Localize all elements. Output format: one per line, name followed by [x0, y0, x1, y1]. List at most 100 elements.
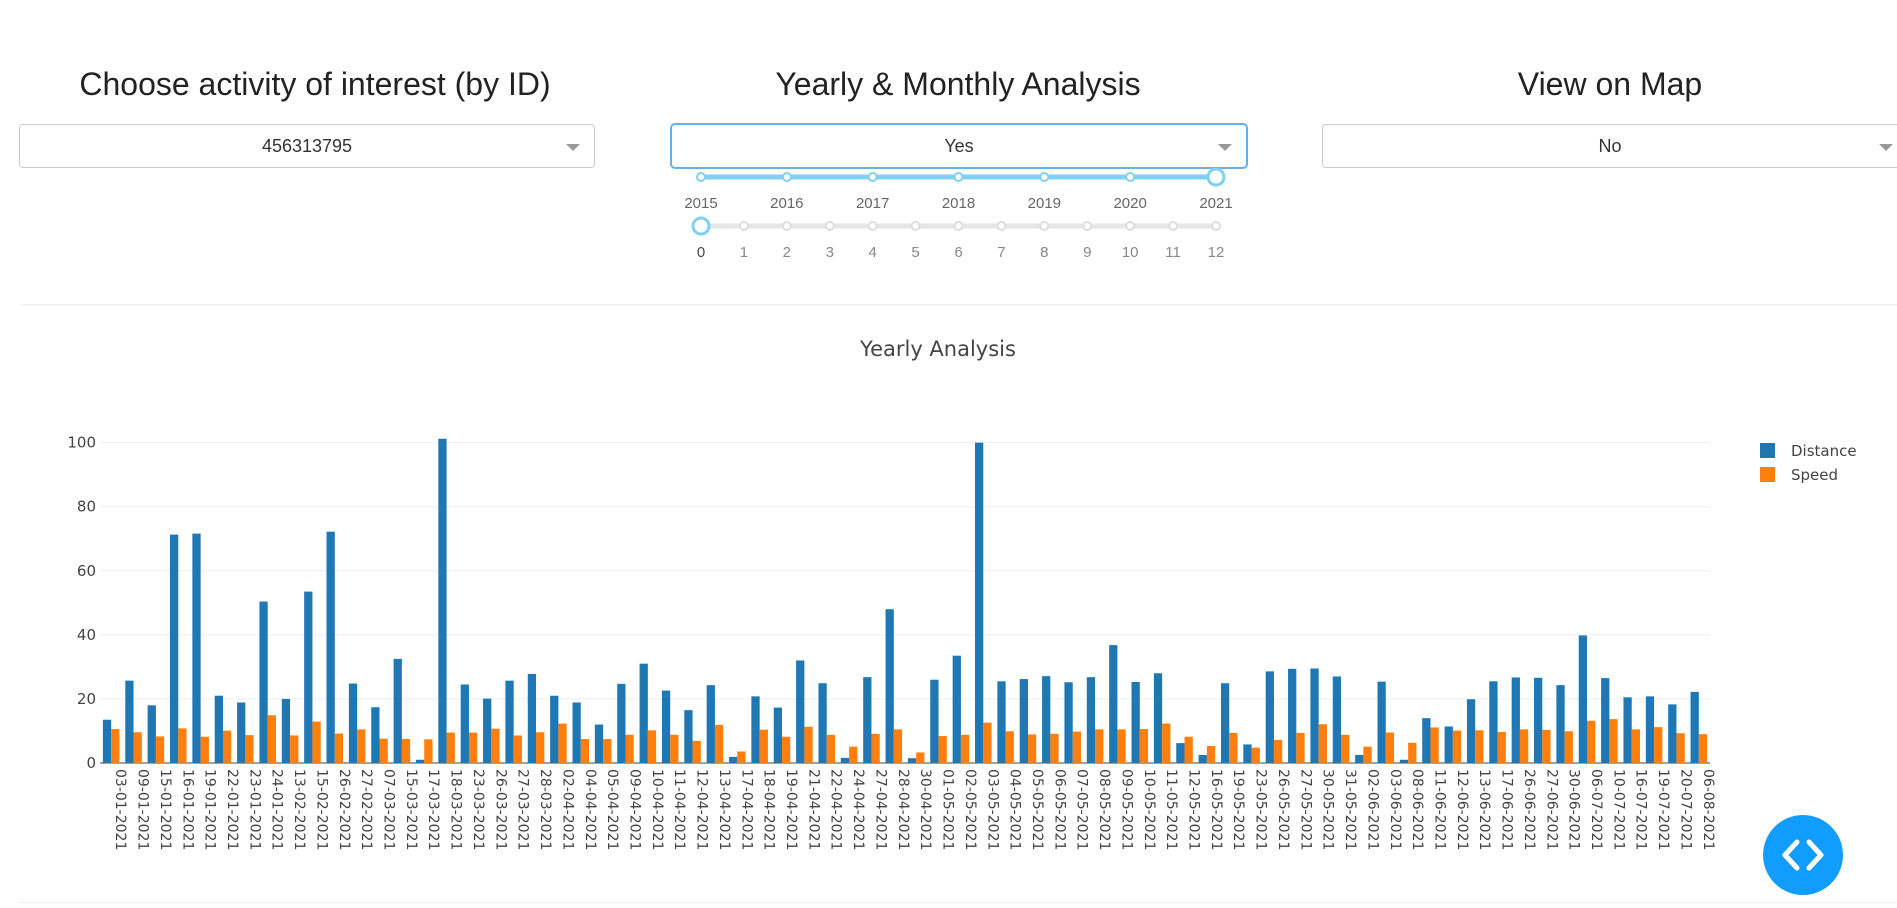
distance-bar[interactable]	[707, 685, 715, 763]
distance-bar[interactable]	[304, 592, 312, 763]
distance-bar[interactable]	[1422, 718, 1430, 763]
distance-bar[interactable]	[1199, 755, 1207, 763]
legend-speed-swatch[interactable]	[1760, 467, 1775, 482]
speed-bar[interactable]	[290, 735, 298, 763]
speed-bar[interactable]	[1498, 732, 1506, 763]
speed-bar[interactable]	[1565, 731, 1573, 763]
distance-bar[interactable]	[438, 439, 446, 763]
speed-bar[interactable]	[1207, 746, 1215, 763]
speed-bar[interactable]	[424, 739, 432, 763]
speed-bar[interactable]	[491, 729, 499, 763]
distance-bar[interactable]	[1355, 755, 1363, 763]
year-slider-dot[interactable]	[697, 173, 705, 181]
distance-bar[interactable]	[461, 685, 469, 763]
speed-bar[interactable]	[961, 735, 969, 763]
distance-bar[interactable]	[1646, 696, 1654, 763]
month-slider-dot[interactable]	[912, 222, 920, 230]
distance-bar[interactable]	[1512, 677, 1520, 763]
distance-bar[interactable]	[863, 677, 871, 763]
speed-bar[interactable]	[1520, 729, 1528, 763]
distance-bar[interactable]	[1333, 676, 1341, 763]
speed-bar[interactable]	[402, 739, 410, 763]
distance-bar[interactable]	[349, 684, 357, 763]
distance-bar[interactable]	[103, 720, 111, 763]
legend-distance-swatch[interactable]	[1760, 443, 1775, 458]
month-slider-dot[interactable]	[1169, 222, 1177, 230]
speed-bar[interactable]	[447, 733, 455, 763]
month-slider-dot[interactable]	[1083, 222, 1091, 230]
distance-bar[interactable]	[908, 758, 916, 763]
speed-bar[interactable]	[737, 751, 745, 763]
distance-bar[interactable]	[953, 656, 961, 763]
distance-bar[interactable]	[1668, 704, 1676, 763]
distance-bar[interactable]	[327, 532, 335, 763]
distance-bar[interactable]	[1042, 676, 1050, 763]
distance-bar[interactable]	[975, 443, 983, 763]
distance-bar[interactable]	[662, 691, 670, 763]
speed-bar[interactable]	[1140, 729, 1148, 763]
distance-bar[interactable]	[818, 683, 826, 763]
speed-bar[interactable]	[603, 739, 611, 763]
speed-bar[interactable]	[1341, 735, 1349, 763]
month-slider-dot[interactable]	[869, 222, 877, 230]
speed-bar[interactable]	[1475, 730, 1483, 763]
speed-bar[interactable]	[1386, 733, 1394, 763]
speed-bar[interactable]	[1408, 743, 1416, 763]
month-slider-dot[interactable]	[826, 222, 834, 230]
month-slider-handle[interactable]	[693, 218, 709, 234]
speed-bar[interactable]	[1050, 734, 1058, 763]
speed-bar[interactable]	[1117, 729, 1125, 763]
speed-bar[interactable]	[849, 747, 857, 763]
speed-bar[interactable]	[871, 734, 879, 763]
month-slider-dot[interactable]	[955, 222, 963, 230]
speed-bar[interactable]	[469, 733, 477, 763]
speed-bar[interactable]	[558, 724, 566, 763]
month-slider-dot[interactable]	[740, 222, 748, 230]
speed-bar[interactable]	[1632, 729, 1640, 763]
speed-bar[interactable]	[1363, 747, 1371, 763]
distance-bar[interactable]	[1221, 683, 1229, 763]
speed-bar[interactable]	[156, 736, 164, 763]
speed-bar[interactable]	[514, 735, 522, 763]
speed-bar[interactable]	[782, 737, 790, 763]
year-slider-dot[interactable]	[869, 173, 877, 181]
bars[interactable]	[103, 439, 1707, 763]
distance-bar[interactable]	[841, 758, 849, 763]
speed-bar[interactable]	[134, 732, 142, 763]
distance-bar[interactable]	[192, 534, 200, 763]
distance-bar[interactable]	[640, 664, 648, 763]
speed-bar[interactable]	[715, 725, 723, 763]
distance-bar[interactable]	[1579, 635, 1587, 763]
legend-speed-label[interactable]: Speed	[1791, 466, 1838, 484]
distance-bar[interactable]	[237, 702, 245, 763]
distance-bar[interactable]	[1601, 678, 1609, 763]
speed-bar[interactable]	[1229, 733, 1237, 763]
speed-bar[interactable]	[1296, 733, 1304, 763]
year-slider-dot[interactable]	[1040, 173, 1048, 181]
distance-bar[interactable]	[483, 699, 491, 763]
distance-bar[interactable]	[170, 535, 178, 763]
speed-bar[interactable]	[827, 735, 835, 763]
speed-bar[interactable]	[1587, 721, 1595, 763]
distance-bar[interactable]	[148, 705, 156, 763]
distance-bar[interactable]	[1310, 668, 1318, 763]
distance-bar[interactable]	[528, 674, 536, 763]
speed-bar[interactable]	[1073, 732, 1081, 763]
distance-bar[interactable]	[796, 660, 804, 763]
distance-bar[interactable]	[1489, 681, 1497, 763]
month-slider-dot[interactable]	[1040, 222, 1048, 230]
distance-bar[interactable]	[1377, 682, 1385, 763]
speed-bar[interactable]	[1028, 734, 1036, 763]
speed-bar[interactable]	[1654, 727, 1662, 763]
year-slider-handle[interactable]	[1208, 169, 1224, 185]
distance-bar[interactable]	[930, 680, 938, 763]
speed-bar[interactable]	[760, 730, 768, 763]
speed-bar[interactable]	[111, 729, 119, 763]
speed-bar[interactable]	[693, 741, 701, 763]
year-slider-dot[interactable]	[955, 173, 963, 181]
speed-bar[interactable]	[380, 739, 388, 763]
distance-bar[interactable]	[550, 696, 558, 763]
speed-bar[interactable]	[335, 734, 343, 763]
month-slider-dot[interactable]	[1212, 222, 1220, 230]
distance-bar[interactable]	[729, 757, 737, 763]
